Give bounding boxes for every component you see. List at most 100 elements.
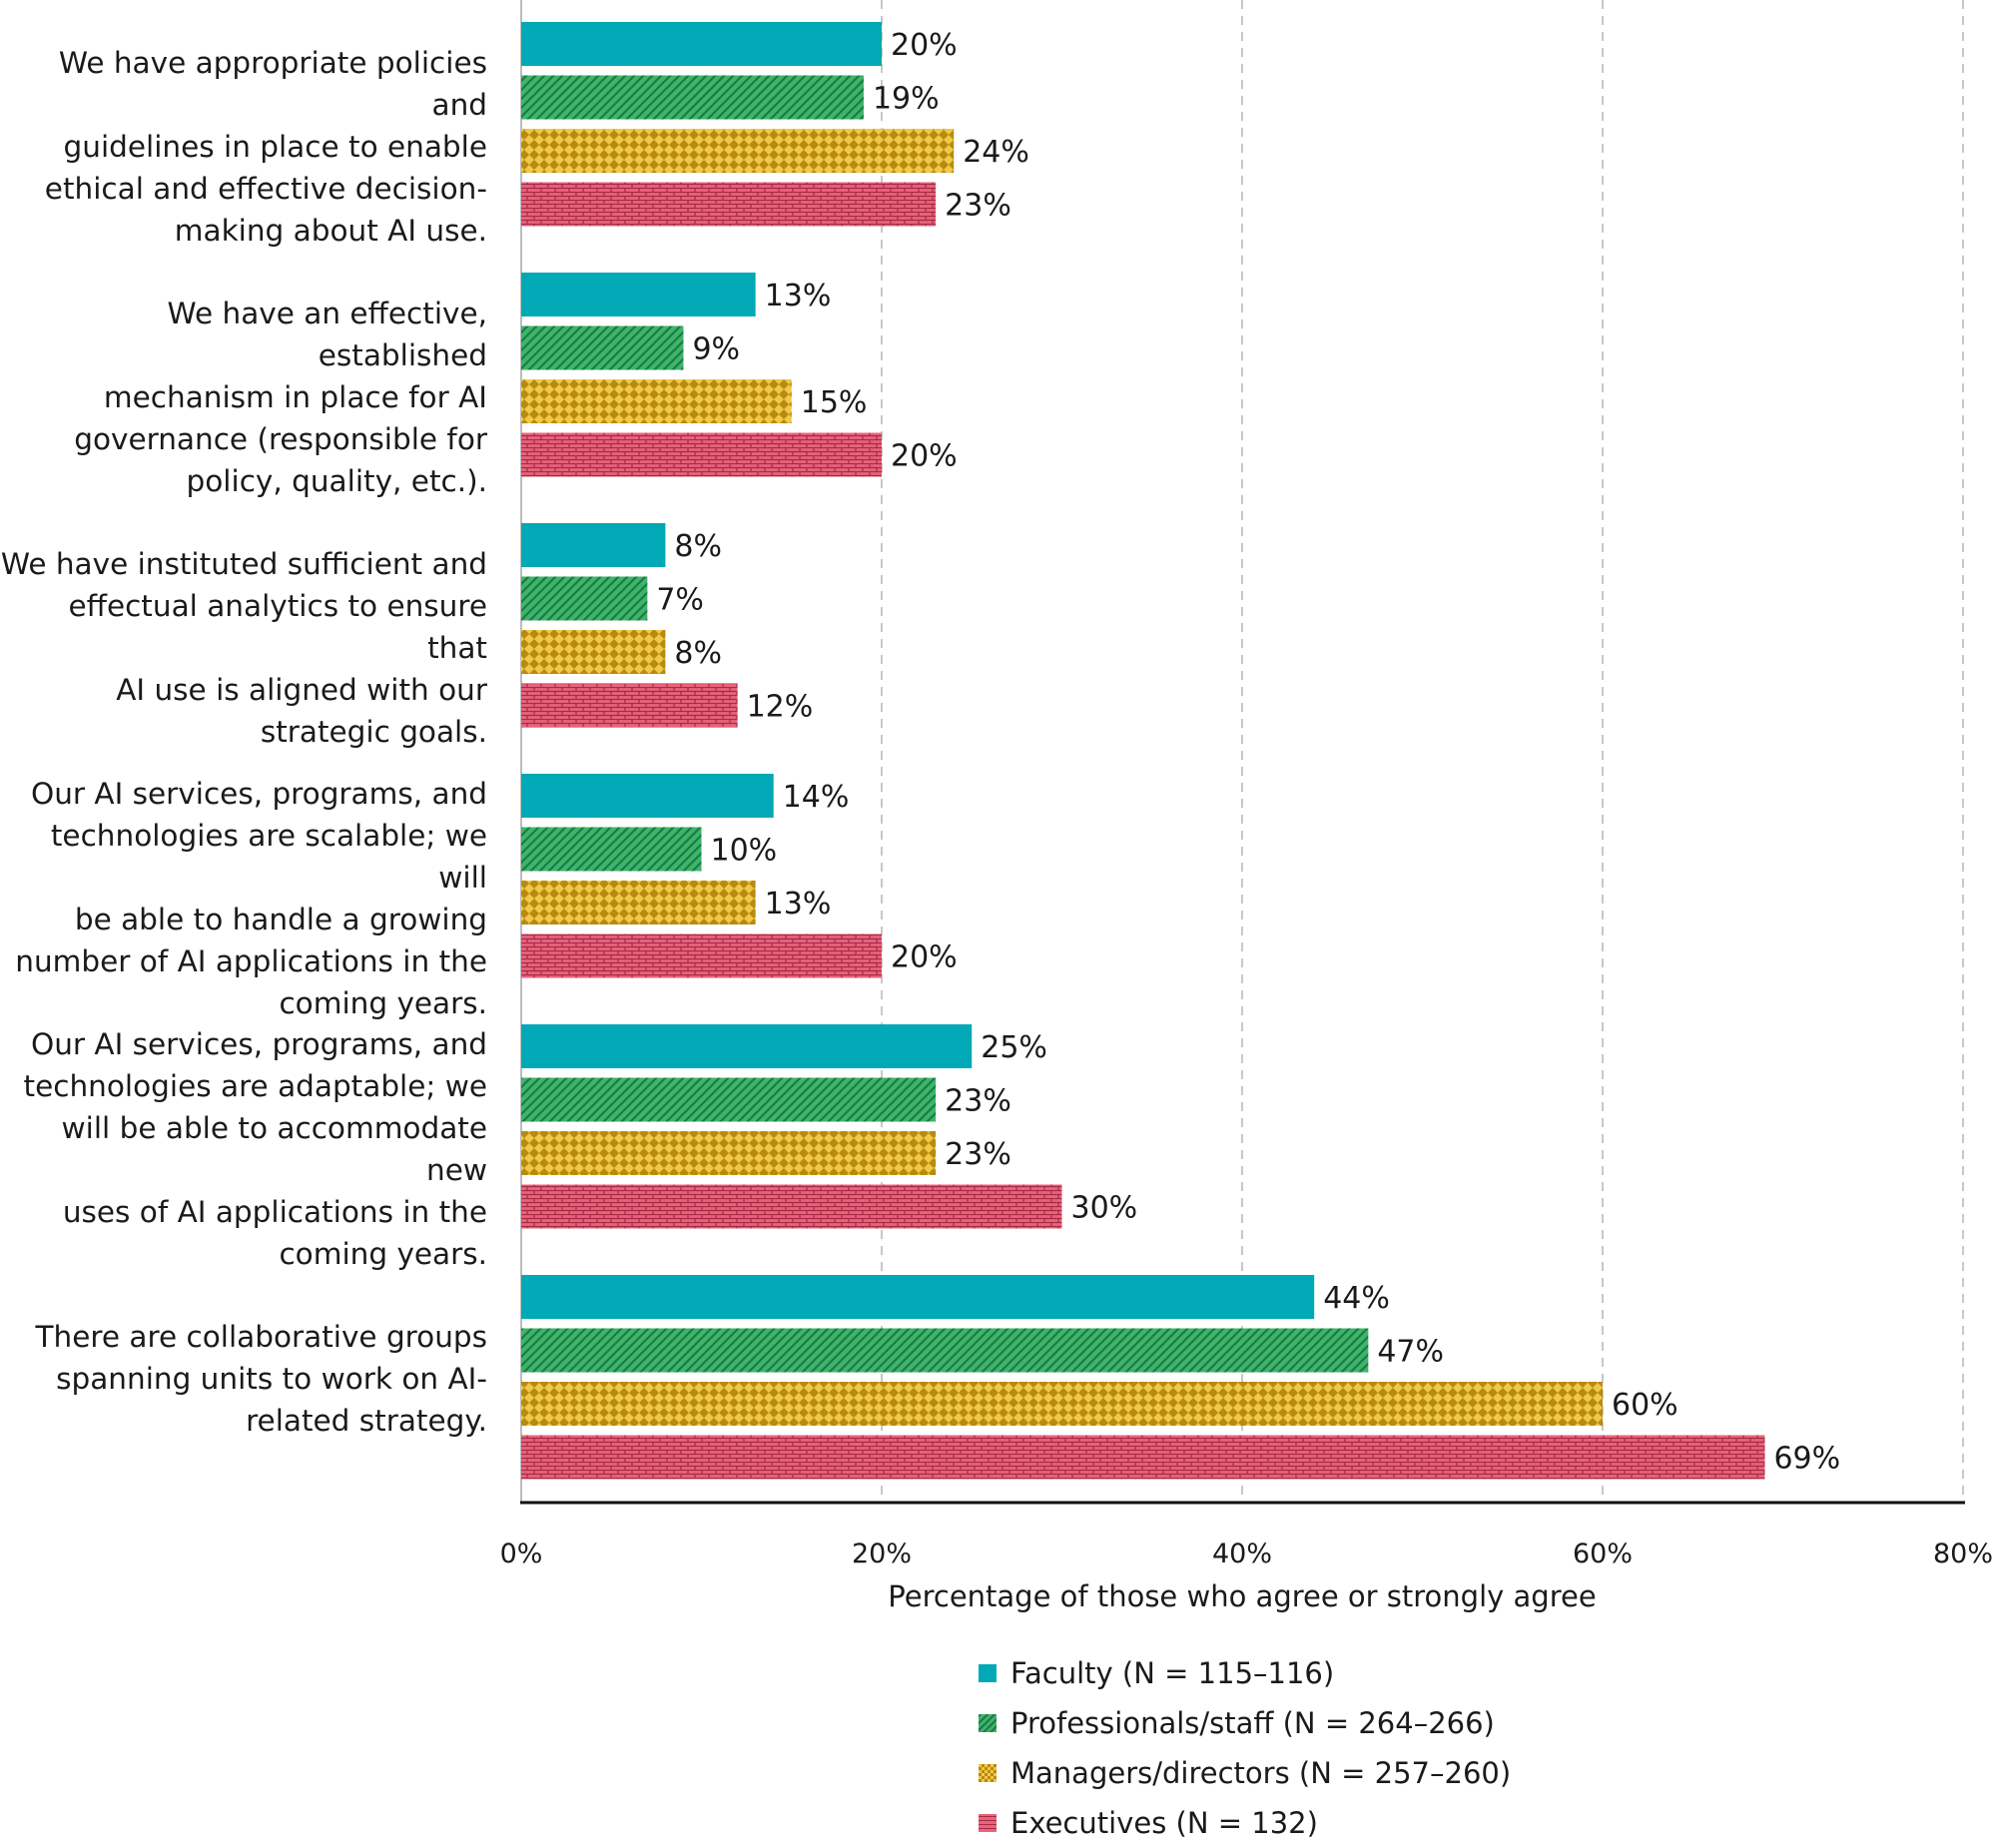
- category-label: There are collaborative groups spanning u…: [0, 1316, 487, 1442]
- legend-swatch: [979, 1714, 997, 1732]
- bar: [521, 1328, 1369, 1373]
- bar-value-label: 44%: [1323, 1281, 1390, 1316]
- bar: [521, 129, 955, 173]
- category-label-line: There are collaborative groups: [35, 1320, 487, 1355]
- bar: [521, 432, 882, 477]
- legend-item: Executives (N = 132): [979, 1798, 1511, 1848]
- bar-value-label: 24%: [963, 135, 1029, 170]
- x-tick-label: 0%: [500, 1539, 543, 1569]
- category-label: We have appropriate policies and guidelin…: [0, 42, 487, 252]
- bar-value-label: 7%: [656, 583, 704, 618]
- bar: [521, 1131, 937, 1175]
- bar-value-label: 15%: [801, 385, 868, 420]
- bar: [521, 1275, 1315, 1319]
- bar: [521, 933, 882, 978]
- category-label-line: Our AI services, programs, and: [30, 1027, 487, 1062]
- bar: [521, 22, 882, 66]
- bar: [521, 1435, 1765, 1480]
- bar: [521, 523, 666, 567]
- category-label-line: related strategy.: [246, 1404, 487, 1439]
- legend-swatch: [979, 1664, 997, 1682]
- legend-item: Professionals/staff (N = 264–266): [979, 1698, 1511, 1748]
- bar: [521, 827, 702, 872]
- bar: [521, 1382, 1603, 1426]
- category-label-line: governance (responsible for: [74, 422, 487, 457]
- bar-value-label: 13%: [765, 887, 832, 922]
- bar-value-label: 23%: [945, 189, 1011, 224]
- category-label: We have an effective, established mechani…: [0, 293, 487, 502]
- legend-label: Faculty (N = 115–116): [1010, 1656, 1335, 1690]
- bar-value-label: 47%: [1377, 1335, 1444, 1370]
- category-label-line: number of AI applications in the: [15, 944, 487, 979]
- legend-item: Managers/directors (N = 257–260): [979, 1748, 1511, 1798]
- category-label-line: technologies are scalable; we will: [50, 819, 487, 896]
- legend-swatch: [979, 1814, 997, 1832]
- bar-value-label: 69%: [1773, 1442, 1840, 1477]
- category-label-line: be able to handle a growing: [74, 903, 487, 937]
- category-label: Our AI services, programs, and technologi…: [0, 773, 487, 1024]
- bar-value-label: 30%: [1071, 1191, 1138, 1226]
- bar-value-label: 23%: [945, 1137, 1011, 1172]
- bar: [521, 630, 666, 674]
- bar-value-label: 12%: [747, 690, 814, 725]
- legend-label: Managers/directors (N = 257–260): [1010, 1756, 1512, 1790]
- bar-value-label: 20%: [891, 28, 958, 63]
- x-tick-label: 40%: [1212, 1539, 1272, 1569]
- category-label-line: uses of AI applications in the: [62, 1195, 487, 1230]
- x-axis-title: Percentage of those who agree or strongl…: [888, 1579, 1596, 1613]
- legend-swatch: [979, 1764, 997, 1782]
- bar: [521, 1077, 937, 1122]
- bar: [521, 576, 648, 621]
- category-label-line: coming years.: [279, 986, 487, 1021]
- bar: [521, 881, 756, 924]
- bar-value-label: 13%: [765, 279, 832, 313]
- category-label-line: strategic goals.: [260, 715, 487, 750]
- category-label: We have instituted sufficient and effectu…: [0, 543, 487, 753]
- category-label-line: coming years.: [279, 1237, 487, 1272]
- bar-value-label: 23%: [945, 1084, 1011, 1119]
- bar-value-label: 20%: [891, 439, 958, 474]
- x-tick-label: 60%: [1573, 1539, 1633, 1569]
- category-label-line: We have instituted sufficient and: [0, 547, 487, 582]
- bar-value-label: 60%: [1612, 1388, 1678, 1423]
- category-label-line: technologies are adaptable; we: [23, 1069, 487, 1104]
- category-label-line: We have appropriate policies and: [58, 46, 487, 123]
- category-label-line: We have an effective, established: [167, 297, 487, 373]
- bar-value-label: 14%: [783, 780, 850, 815]
- bar-value-label: 25%: [981, 1030, 1047, 1065]
- bar-value-label: 9%: [692, 332, 740, 367]
- category-label-line: Our AI services, programs, and: [30, 777, 487, 812]
- category-label: Our AI services, programs, and technologi…: [0, 1023, 487, 1275]
- bar-value-label: 20%: [891, 940, 958, 975]
- legend-label: Executives (N = 132): [1010, 1806, 1318, 1840]
- legend: Faculty (N = 115–116) Professionals/staff…: [979, 1648, 1511, 1848]
- bar-value-label: 8%: [674, 636, 722, 671]
- bar: [521, 273, 756, 316]
- bar: [521, 325, 684, 370]
- category-label-line: will be able to accommodate new: [61, 1111, 487, 1188]
- category-label-line: policy, quality, etc.).: [186, 464, 487, 499]
- category-label-line: spanning units to work on AI-: [56, 1362, 487, 1397]
- bar: [521, 379, 792, 423]
- category-label-line: guidelines in place to enable: [63, 130, 487, 165]
- category-label-line: effectual analytics to ensure that: [68, 589, 487, 666]
- bar: [521, 182, 937, 227]
- legend-label: Professionals/staff (N = 264–266): [1010, 1706, 1495, 1740]
- bar: [521, 75, 864, 120]
- bar-value-label: 10%: [711, 834, 778, 869]
- bar: [521, 1024, 973, 1068]
- category-label-line: mechanism in place for AI: [103, 380, 487, 415]
- bar: [521, 683, 738, 728]
- category-label-line: making about AI use.: [174, 214, 487, 249]
- legend-item: Faculty (N = 115–116): [979, 1648, 1511, 1698]
- x-tick-label: 80%: [1933, 1539, 1993, 1569]
- bar: [521, 774, 774, 818]
- bar-value-label: 19%: [873, 82, 940, 117]
- x-tick-label: 20%: [852, 1539, 912, 1569]
- category-label-line: AI use is aligned with our: [116, 673, 487, 708]
- category-label-line: ethical and effective decision-: [44, 172, 487, 207]
- bar: [521, 1184, 1062, 1229]
- bar-value-label: 8%: [674, 529, 722, 564]
